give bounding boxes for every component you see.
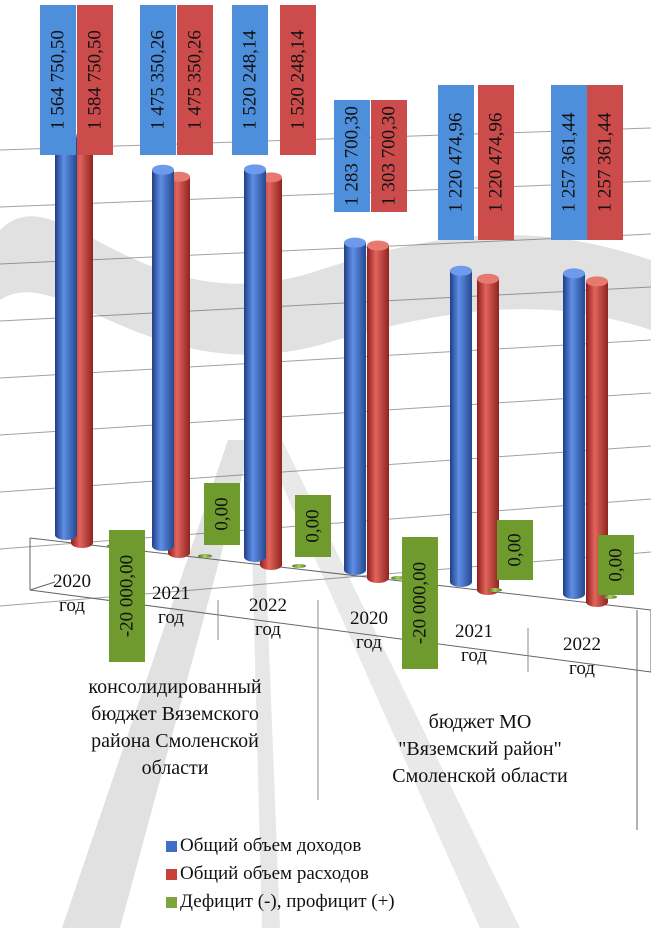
bar-income bbox=[152, 164, 174, 551]
gridline bbox=[0, 180, 651, 208]
chart-legend: Общий объем доходов Общий объем расходов… bbox=[166, 832, 395, 916]
data-label-expense: 1 303 700,30 bbox=[371, 100, 407, 212]
data-label-expense: 1 220 474,96 bbox=[478, 85, 514, 240]
bar-income bbox=[450, 265, 472, 587]
svg-text:1 520 248,14: 1 520 248,14 bbox=[240, 30, 261, 130]
data-label-income: 1 257 361,44 bbox=[551, 85, 587, 240]
legend-item-income: Общий объем доходов bbox=[166, 832, 395, 860]
group-label-1: консолидированный бюджет Вяземского района… bbox=[88, 676, 261, 779]
data-label-deficit: 0,00 bbox=[497, 520, 533, 580]
category-tick-labels: 2020 год 2021 год 2022 год 2020 год 2021 год 2022 г… bbox=[53, 571, 601, 679]
bar-income bbox=[344, 237, 366, 575]
bar-deficit bbox=[603, 595, 617, 599]
svg-text:1 520 248,14: 1 520 248,14 bbox=[288, 30, 309, 130]
legend-swatch-expense bbox=[166, 868, 177, 880]
category-tick-label: 2021 год bbox=[152, 583, 190, 628]
category-tick-label: 2021 год bbox=[455, 621, 493, 666]
data-label-deficit: 0,00 bbox=[598, 535, 634, 595]
bar-income bbox=[55, 130, 77, 540]
gridline bbox=[0, 392, 651, 436]
svg-text:-20 000,00: -20 000,00 bbox=[117, 555, 138, 637]
category-tick-label: 2022 год bbox=[563, 634, 601, 679]
legend-item-deficit: Дефицит (-), профицит (+) bbox=[166, 888, 395, 916]
bar-expense bbox=[477, 273, 499, 595]
chart-gridlines bbox=[0, 127, 651, 607]
data-labels: 1 564 750,50 1 584 750,50 -20 000,00 1 475 … bbox=[40, 5, 634, 669]
category-tick-label: 2020 год bbox=[53, 571, 91, 616]
svg-text:1 303 700,30: 1 303 700,30 bbox=[379, 106, 400, 206]
bar-deficit bbox=[292, 564, 306, 568]
gridline bbox=[0, 551, 651, 607]
data-label-deficit: -20 000,00 bbox=[402, 537, 438, 669]
legend-label-expense: Общий объем расходов bbox=[180, 863, 369, 884]
gridline bbox=[0, 445, 651, 493]
data-label-income: 1 564 750,50 bbox=[40, 5, 76, 155]
svg-text:1 475 350,26: 1 475 350,26 bbox=[148, 30, 169, 130]
svg-text:1 475 350,26: 1 475 350,26 bbox=[185, 30, 206, 130]
svg-text:1 220 474,96: 1 220 474,96 bbox=[486, 113, 507, 213]
svg-text:1 257 361,44: 1 257 361,44 bbox=[595, 112, 616, 212]
legend-swatch-income bbox=[166, 840, 177, 852]
bar-income bbox=[563, 268, 585, 599]
chart-bars bbox=[55, 130, 617, 607]
svg-text:1 220 474,96: 1 220 474,96 bbox=[446, 113, 467, 213]
group-label-2: бюджет МО "Вяземский район" Смоленской обл… bbox=[392, 711, 568, 787]
data-label-income: 1 220 474,96 bbox=[438, 85, 474, 240]
data-label-income: 1 475 350,26 bbox=[140, 5, 176, 155]
axis-line bbox=[29, 581, 56, 591]
group-labels: консолидированный бюджет Вяземского района… bbox=[88, 676, 568, 787]
svg-text:1 257 361,44: 1 257 361,44 bbox=[559, 112, 580, 212]
data-label-deficit: -20 000,00 bbox=[109, 530, 145, 662]
svg-text:0,00: 0,00 bbox=[212, 497, 233, 530]
data-label-deficit: 0,00 bbox=[204, 483, 240, 545]
category-tick-label: 2020 год bbox=[350, 608, 388, 653]
bar-expense bbox=[367, 240, 389, 583]
data-label-income: 1 283 700,30 bbox=[334, 100, 370, 212]
data-label-income: 1 520 248,14 bbox=[232, 5, 268, 155]
gridline bbox=[0, 233, 651, 265]
data-label-expense: 1 584 750,50 bbox=[77, 5, 113, 155]
bar-income bbox=[244, 164, 266, 562]
legend-item-expense: Общий объем расходов bbox=[166, 860, 395, 888]
svg-text:1 283 700,30: 1 283 700,30 bbox=[342, 106, 363, 206]
svg-text:0,00: 0,00 bbox=[606, 548, 627, 581]
svg-text:0,00: 0,00 bbox=[505, 533, 526, 566]
gridline bbox=[0, 286, 651, 322]
bar-deficit bbox=[198, 554, 212, 558]
bar-deficit bbox=[488, 588, 502, 592]
category-tick-label: 2022 год bbox=[249, 595, 287, 640]
legend-label-income: Общий объем доходов bbox=[180, 835, 362, 856]
svg-text:1 584 750,50: 1 584 750,50 bbox=[85, 30, 106, 130]
bar-expense bbox=[586, 276, 608, 607]
bar-deficit bbox=[391, 576, 405, 580]
svg-text:-20 000,00: -20 000,00 bbox=[410, 562, 431, 644]
data-label-deficit: 0,00 bbox=[295, 495, 331, 557]
data-label-expense: 1 520 248,14 bbox=[280, 5, 316, 155]
gridline bbox=[0, 339, 651, 379]
data-label-expense: 1 257 361,44 bbox=[587, 85, 623, 240]
legend-swatch-deficit bbox=[166, 896, 177, 908]
svg-text:1 564 750,50: 1 564 750,50 bbox=[48, 30, 69, 130]
svg-text:0,00: 0,00 bbox=[303, 509, 324, 542]
legend-label-deficit: Дефицит (-), профицит (+) bbox=[180, 891, 395, 912]
data-label-expense: 1 475 350,26 bbox=[177, 5, 213, 155]
